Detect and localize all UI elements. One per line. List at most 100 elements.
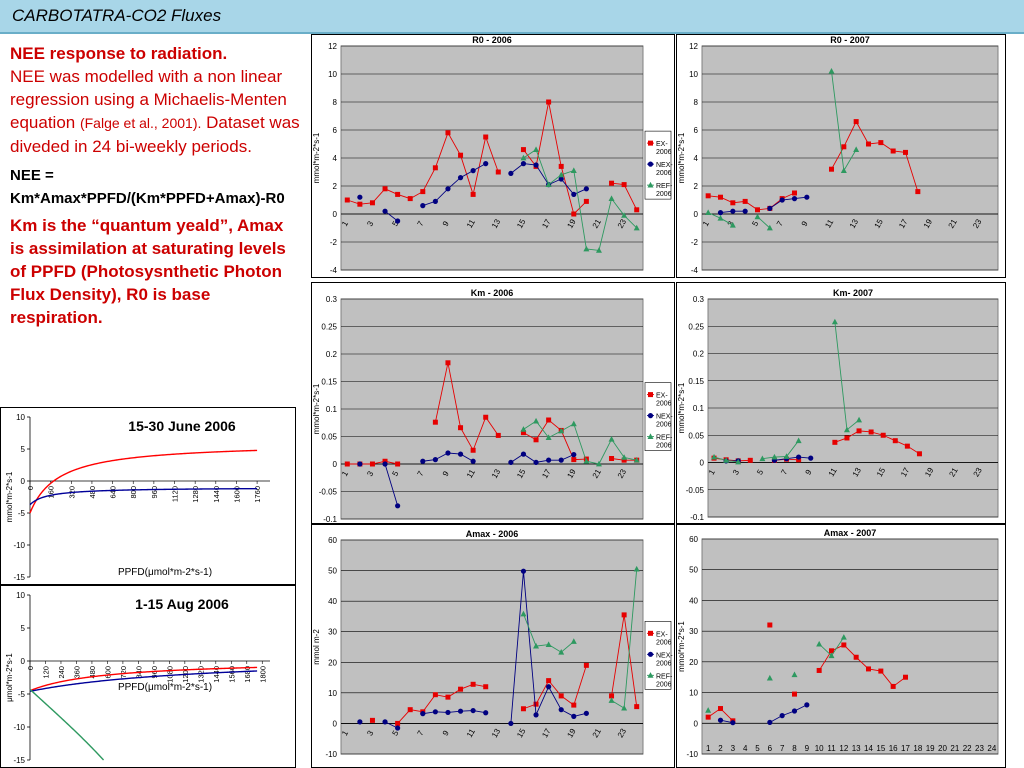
data-point-nex <box>717 210 724 216</box>
x-tick-label: 4 <box>743 744 748 753</box>
legend-label-year: 2006 <box>656 681 672 688</box>
data-point-ex <box>718 194 723 200</box>
data-point-ex <box>533 701 539 707</box>
data-point-ref <box>705 209 712 215</box>
data-point-ref <box>533 146 540 152</box>
data-point-ex <box>903 149 908 155</box>
equation-line1: NEE = <box>10 167 54 184</box>
data-point-ref <box>828 652 835 659</box>
data-point-ref <box>545 434 552 440</box>
x-tick-label: 24 <box>987 744 996 753</box>
x-tick-label: 600 <box>103 666 112 679</box>
plot-area <box>340 539 644 755</box>
slide-title-bar: CARBOTATRA-CO2 Fluxes <box>0 0 1024 34</box>
x-tick-label: 1120 <box>171 486 180 502</box>
x-tick-label: 1 <box>701 219 711 228</box>
x-tick-label: 480 <box>88 666 97 679</box>
data-point-nex <box>520 451 527 457</box>
x-tick-label: 23 <box>975 744 984 753</box>
y-tick-label: 6 <box>694 126 699 135</box>
y-tick-label: 0.05 <box>321 433 337 442</box>
data-point-ex <box>432 692 438 698</box>
legend-label: REF- <box>656 183 673 190</box>
data-point-nex <box>357 194 363 200</box>
x-tick-label: 7 <box>779 468 789 477</box>
legend-label: REF- <box>656 435 673 442</box>
x-tick-label: 1680 <box>243 666 252 683</box>
x-tick-label: 3 <box>731 468 741 477</box>
legend-label: EX- <box>656 141 668 148</box>
data-point-ref <box>754 213 761 220</box>
data-point-ex <box>546 99 552 105</box>
legend-marker <box>647 413 654 419</box>
legend-label-year: 2006 <box>656 443 672 450</box>
x-tick-label: 2 <box>718 744 723 753</box>
data-point-ref <box>795 437 802 444</box>
x-tick-label: 1800 <box>258 666 267 683</box>
x-tick-label: 9 <box>805 744 810 753</box>
data-point-nex <box>546 457 552 463</box>
data-point-ex <box>357 201 363 207</box>
x-tick-label: 5 <box>390 219 400 228</box>
x-tick-label: 1 <box>340 469 350 478</box>
data-point-nex <box>432 198 438 204</box>
x-tick-label: 19 <box>926 744 935 753</box>
data-point-nex <box>520 161 527 167</box>
legend-label-year: 2006 <box>656 660 672 667</box>
chart-title: R0 - 2006 <box>472 35 512 45</box>
y-tick-label: 12 <box>689 42 698 51</box>
data-point-ref <box>621 212 628 218</box>
data-point-nex <box>808 455 814 461</box>
data-point-ex <box>841 642 847 648</box>
data-point-ex <box>841 144 847 150</box>
x-tick-label: 10 <box>815 744 824 753</box>
data-point-nex <box>533 162 539 168</box>
data-point-ref <box>583 245 590 252</box>
chart-title: Km- 2007 <box>833 288 873 298</box>
legend-label: REF- <box>656 673 673 680</box>
data-point-nex <box>357 461 363 467</box>
data-point-nex <box>533 712 539 718</box>
slide-body2: Dataset was diveded in 24 bi-weekly peri… <box>10 113 300 156</box>
legend-marker <box>648 140 653 146</box>
data-point-ex <box>853 119 859 125</box>
data-point-ex <box>583 662 589 668</box>
y-tick-label: 0.25 <box>688 322 704 331</box>
data-point-ref <box>633 224 640 231</box>
data-point-ex <box>382 458 388 464</box>
data-point-ex <box>868 429 874 435</box>
legend-label: NEX- <box>656 162 673 169</box>
data-point-nex <box>571 713 577 719</box>
y-tick-label: 10 <box>16 591 25 600</box>
data-point-ex <box>520 430 526 436</box>
y-tick-label: 8 <box>694 98 699 107</box>
data-point-nex <box>508 720 514 727</box>
series-line-nex <box>769 704 808 723</box>
data-point-ex <box>583 198 589 204</box>
data-point-ex <box>458 152 464 158</box>
y-tick-label: -15 <box>13 756 25 765</box>
y-tick-label: 0 <box>21 657 26 666</box>
legend-label-year: 2006 <box>656 191 672 198</box>
x-tick-label: 5 <box>750 219 760 228</box>
x-tick-label: 960 <box>150 486 159 499</box>
y-tick-label: 0 <box>21 477 26 486</box>
data-point-ex <box>483 684 489 690</box>
data-point-nex <box>796 454 802 460</box>
chart-title: 1-15 Aug 2006 <box>135 596 229 612</box>
series-line-ex <box>434 362 499 452</box>
x-tick-label: 18 <box>913 744 922 753</box>
y-tick-label: 4 <box>333 154 338 163</box>
data-point-ex <box>853 654 859 660</box>
y-tick-label: 0 <box>694 210 699 219</box>
x-tick-label: 1 <box>706 744 711 753</box>
data-point-ref <box>856 416 863 423</box>
y-axis-label: mmol*m-2*s-1 <box>677 621 686 672</box>
data-point-ref <box>633 565 640 572</box>
data-point-ref <box>729 222 736 228</box>
data-point-ex <box>866 141 871 147</box>
data-point-ex <box>621 457 627 463</box>
data-point-ex <box>571 702 577 708</box>
data-point-ex <box>829 166 834 172</box>
